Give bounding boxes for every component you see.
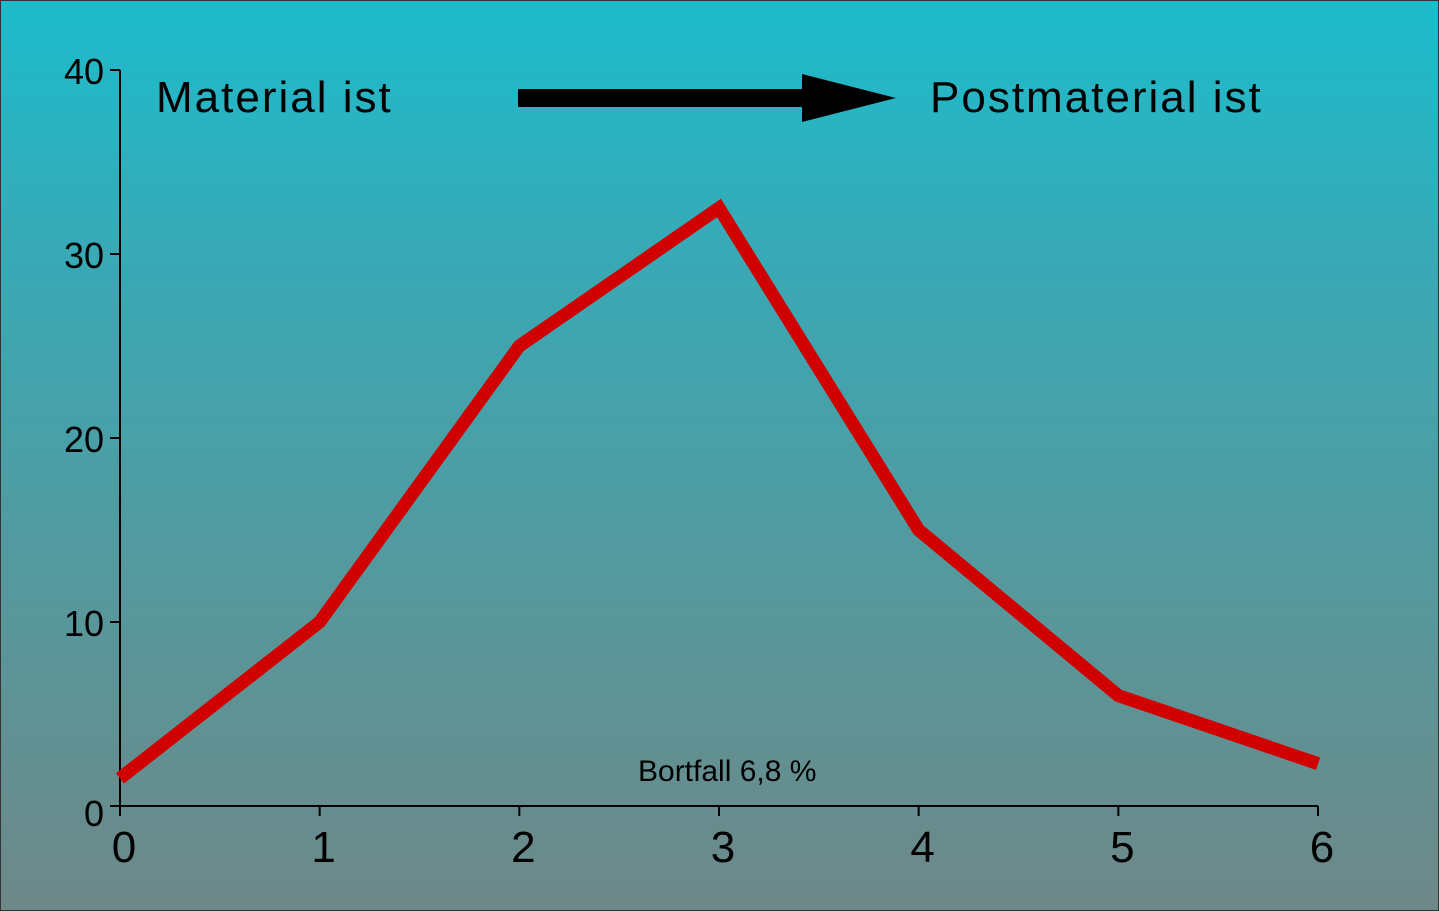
series-line [115, 198, 1321, 784]
x-tick-label: 4 [910, 823, 934, 872]
x-tick-label: 2 [511, 823, 535, 872]
x-ticks: 0 1 2 3 4 5 6 [112, 806, 1334, 872]
x-tick-label: 1 [311, 823, 335, 872]
x-tick-label: 6 [1310, 823, 1334, 872]
x-tick-label: 0 [112, 823, 136, 872]
materialist-label: Material ist [156, 73, 393, 122]
y-tick-label: 40 [64, 51, 104, 92]
postmaterialist-label: Postmaterial ist [930, 73, 1263, 122]
dropout-label: Bortfall 6,8 % [638, 755, 816, 788]
x-tick-label: 3 [711, 823, 735, 872]
y-tick-label: 20 [64, 419, 104, 460]
right-arrow-icon [518, 74, 896, 122]
y-tick-label: 0 [84, 793, 104, 834]
y-tick-label: 10 [64, 603, 104, 644]
y-ticks: 0 10 20 30 40 [64, 51, 120, 834]
x-tick-label: 5 [1110, 823, 1134, 872]
y-tick-label: 30 [64, 235, 104, 276]
